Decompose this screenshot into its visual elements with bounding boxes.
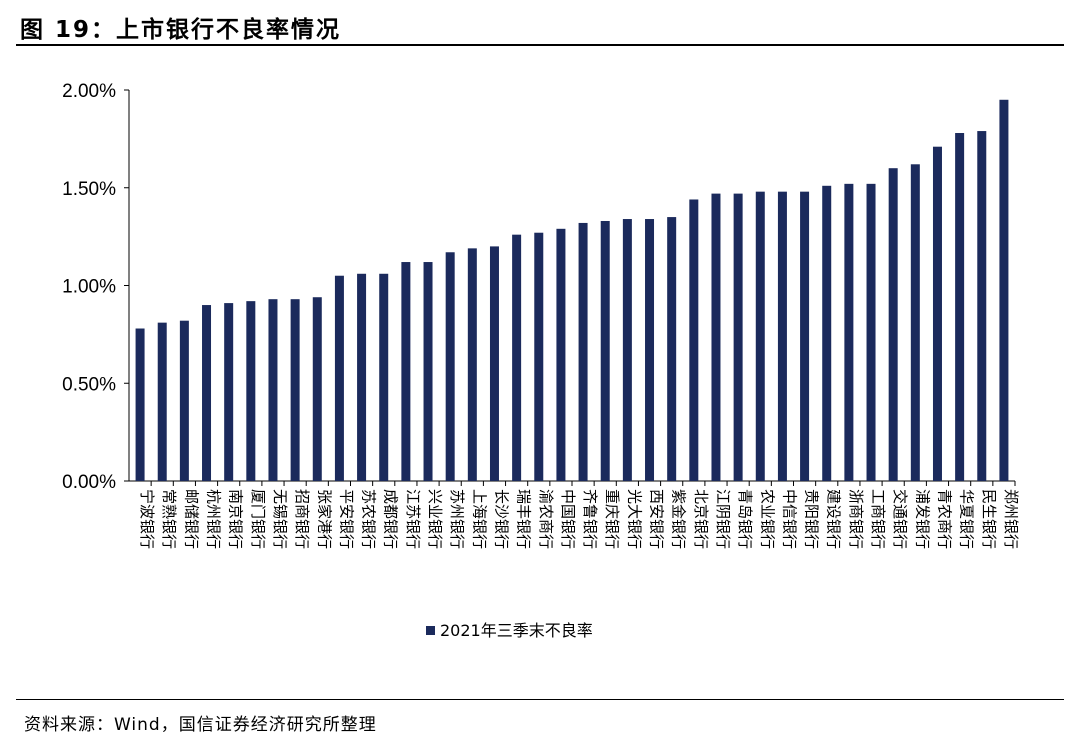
bar [334,275,344,481]
x-category-label: 长沙银行 [492,489,510,549]
bar [600,220,610,482]
x-category-label: 浦发银行 [913,489,931,549]
legend-swatch [426,626,435,635]
bar [202,305,212,481]
x-category-label: 紫金银行 [670,489,688,549]
x-category-label: 青岛银行 [736,489,754,549]
y-tick-label: 0.00% [62,472,116,493]
bar [179,320,189,481]
x-category-label: 民生银行 [980,489,998,549]
bar [755,191,765,481]
bar [667,217,677,481]
x-category-label: 杭州银行 [205,489,223,549]
bar [910,164,920,482]
bar [932,146,942,481]
x-category-label: 成都银行 [382,489,400,549]
x-category-label: 西安银行 [648,489,666,549]
bar [733,193,743,482]
bar [135,328,145,481]
footer-rule [16,699,1064,700]
x-category-label: 瑞丰银行 [515,489,533,549]
x-category-label: 宁波银行 [138,489,156,549]
x-category-label: 齐鲁银行 [581,489,599,549]
x-category-label: 常熟银行 [160,489,178,549]
y-tick-label: 2.00% [62,81,116,102]
bar [888,168,898,481]
x-category-label: 贵阳银行 [803,489,821,549]
bar [822,185,832,482]
x-category-label: 苏农银行 [360,489,378,549]
x-category-label: 江阴银行 [714,489,732,549]
x-category-label: 南京银行 [227,489,245,549]
title-rule [16,44,1064,46]
bar [622,219,632,481]
x-category-label: 渝农商行 [537,489,555,549]
x-category-label: 招商银行 [293,489,311,549]
bar [489,246,499,481]
x-category-label: 兴业银行 [426,489,444,549]
bar-chart: 0.00% 0.50% 1.00% 1.50% 2.00% 宁波银行 常熟银行 邮储银行 杭州银… [62,81,1020,640]
x-category-label: 张家港行 [315,489,333,549]
bar [844,183,854,481]
y-tick-label: 1.50% [62,179,116,200]
figure-title: 图 19：上市银行不良率情况 [20,17,342,43]
bar [423,262,433,481]
x-category-label: 工商银行 [869,489,887,549]
legend-label: 2021年三季末不良率 [440,621,593,640]
bar [312,297,322,481]
bar [645,219,655,481]
y-tick-label: 1.00% [62,277,116,298]
x-category-label: 浙商银行 [847,489,865,549]
x-category-label: 中信银行 [780,489,798,549]
y-tick-label: 0.50% [62,374,116,395]
bar [401,262,411,481]
x-category-label: 无锡银行 [271,489,289,549]
bar [512,234,522,481]
bar [866,183,876,481]
x-category-label: 邮储银行 [182,489,200,549]
x-category-label: 北京银行 [692,489,710,549]
bar [157,322,167,481]
bar [955,133,965,481]
x-category-label: 中国银行 [559,489,577,549]
x-category-label: 交通银行 [891,489,909,549]
bar [999,99,1009,482]
x-category-label: 上海银行 [470,489,488,549]
x-category-label: 建设银行 [825,489,843,549]
x-category-label: 青农商行 [935,489,953,549]
bar [578,222,588,481]
bar [689,199,699,482]
source-note: 资料来源：Wind，国信证券经济研究所整理 [24,715,377,735]
x-category-label: 农业银行 [758,489,776,549]
bar [534,232,544,481]
x-category-label: 郑州银行 [1002,489,1020,549]
bar [445,252,455,481]
bar [467,248,477,481]
x-category-label: 平安银行 [337,489,355,549]
bar [556,228,566,481]
x-category-label: 光大银行 [625,489,643,549]
x-category-label: 重庆银行 [603,489,621,549]
x-category-label: 江苏银行 [404,489,422,549]
bar [224,303,234,481]
bar [246,301,256,481]
bar [357,273,367,481]
x-category-label: 华夏银行 [958,489,976,549]
bar [800,191,810,481]
bar [290,299,300,481]
x-category-label: 苏州银行 [448,489,466,549]
bar [777,191,787,481]
x-category-label: 厦门银行 [249,489,267,549]
bar [268,299,278,481]
bar [379,273,389,481]
bar [977,131,987,481]
bar [711,193,721,482]
